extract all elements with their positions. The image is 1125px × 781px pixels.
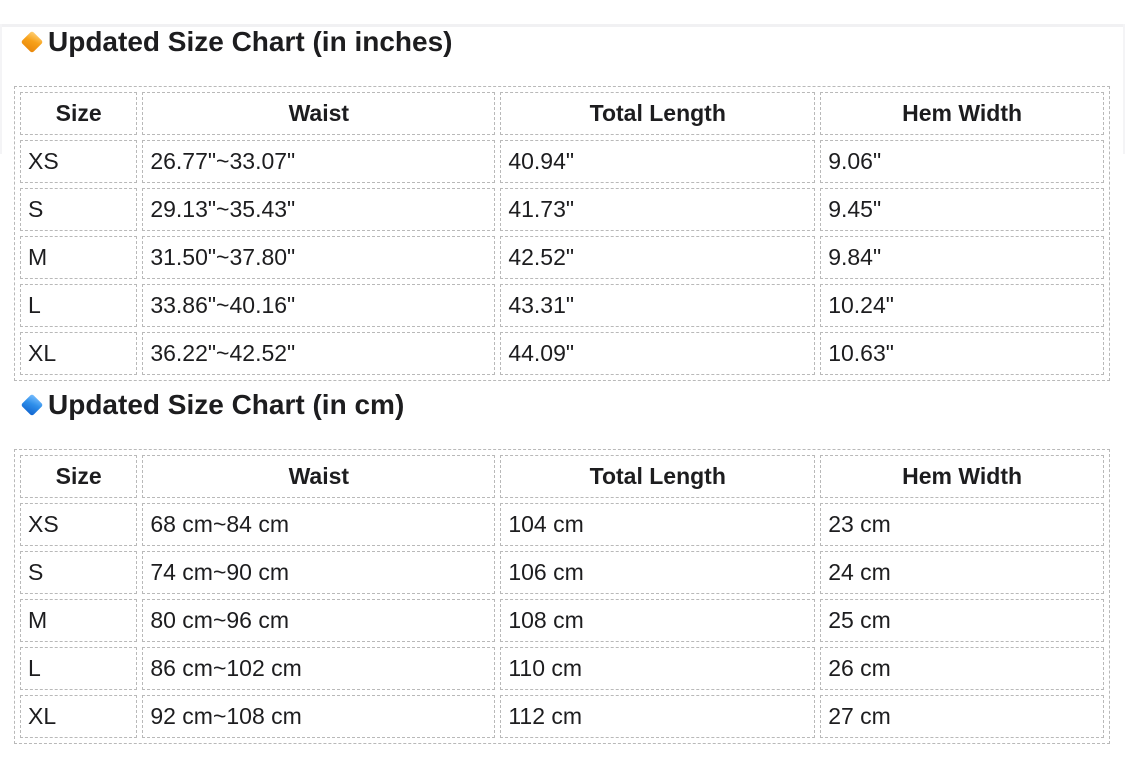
cell-hem-width: 9.45" bbox=[820, 188, 1104, 231]
cell-size: M bbox=[20, 599, 138, 642]
table-row-m: M 31.50"~37.80" 42.52" 9.84" bbox=[20, 236, 1104, 279]
cell-size: S bbox=[20, 188, 138, 231]
header-total-length: Total Length bbox=[500, 92, 816, 135]
size-chart-table-inches: Size Waist Total Length Hem Width XS 26.… bbox=[14, 86, 1110, 381]
table-header-row: Size Waist Total Length Hem Width bbox=[20, 455, 1104, 498]
cell-waist: 92 cm~108 cm bbox=[142, 695, 496, 738]
header-size: Size bbox=[20, 92, 138, 135]
size-chart-section-cm: Updated Size Chart (in cm) Size Waist To… bbox=[0, 387, 1125, 744]
section-title-inches-label: Updated Size Chart (in inches) bbox=[48, 26, 453, 57]
table-row-s: S 74 cm~90 cm 106 cm 24 cm bbox=[20, 551, 1104, 594]
table-row-s: S 29.13"~35.43" 41.73" 9.45" bbox=[20, 188, 1104, 231]
cell-waist: 26.77"~33.07" bbox=[142, 140, 496, 183]
table-row-xl: XL 36.22"~42.52" 44.09" 10.63" bbox=[20, 332, 1104, 375]
blue-diamond-icon bbox=[20, 393, 44, 417]
cell-hem-width: 10.24" bbox=[820, 284, 1104, 327]
cell-size: XL bbox=[20, 695, 138, 738]
header-size: Size bbox=[20, 455, 138, 498]
screenshot-left-edge bbox=[0, 24, 2, 154]
table-row-xs: XS 68 cm~84 cm 104 cm 23 cm bbox=[20, 503, 1104, 546]
section-title-inches: Updated Size Chart (in inches) bbox=[20, 24, 1125, 60]
cell-total-length: 104 cm bbox=[500, 503, 816, 546]
size-chart-table-cm: Size Waist Total Length Hem Width XS 68 … bbox=[14, 449, 1110, 744]
header-waist: Waist bbox=[142, 455, 496, 498]
screenshot-top-edge bbox=[0, 24, 1125, 27]
cell-size: XL bbox=[20, 332, 138, 375]
section-title-cm-label: Updated Size Chart (in cm) bbox=[48, 389, 405, 420]
cell-size: M bbox=[20, 236, 138, 279]
header-waist: Waist bbox=[142, 92, 496, 135]
table-row-l: L 86 cm~102 cm 110 cm 26 cm bbox=[20, 647, 1104, 690]
cell-hem-width: 23 cm bbox=[820, 503, 1104, 546]
cell-size: S bbox=[20, 551, 138, 594]
cell-total-length: 44.09" bbox=[500, 332, 816, 375]
table-row-xs: XS 26.77"~33.07" 40.94" 9.06" bbox=[20, 140, 1104, 183]
cell-waist: 86 cm~102 cm bbox=[142, 647, 496, 690]
cell-hem-width: 24 cm bbox=[820, 551, 1104, 594]
cell-waist: 74 cm~90 cm bbox=[142, 551, 496, 594]
table-row-m: M 80 cm~96 cm 108 cm 25 cm bbox=[20, 599, 1104, 642]
cell-total-length: 108 cm bbox=[500, 599, 816, 642]
table-header-row: Size Waist Total Length Hem Width bbox=[20, 92, 1104, 135]
cell-hem-width: 25 cm bbox=[820, 599, 1104, 642]
table-row-l: L 33.86"~40.16" 43.31" 10.24" bbox=[20, 284, 1104, 327]
cell-total-length: 41.73" bbox=[500, 188, 816, 231]
cell-total-length: 43.31" bbox=[500, 284, 816, 327]
section-title-cm: Updated Size Chart (in cm) bbox=[20, 387, 1125, 423]
header-total-length: Total Length bbox=[500, 455, 816, 498]
orange-diamond-icon bbox=[20, 30, 44, 54]
cell-size: L bbox=[20, 647, 138, 690]
cell-total-length: 42.52" bbox=[500, 236, 816, 279]
cell-total-length: 40.94" bbox=[500, 140, 816, 183]
cell-waist: 68 cm~84 cm bbox=[142, 503, 496, 546]
header-hem-width: Hem Width bbox=[820, 92, 1104, 135]
size-chart-section-inches: Updated Size Chart (in inches) Size Wais… bbox=[0, 24, 1125, 381]
cell-waist: 36.22"~42.52" bbox=[142, 332, 496, 375]
cell-size: XS bbox=[20, 140, 138, 183]
cell-size: L bbox=[20, 284, 138, 327]
cell-hem-width: 27 cm bbox=[820, 695, 1104, 738]
cell-hem-width: 9.84" bbox=[820, 236, 1104, 279]
cell-size: XS bbox=[20, 503, 138, 546]
cell-total-length: 110 cm bbox=[500, 647, 816, 690]
cell-hem-width: 26 cm bbox=[820, 647, 1104, 690]
cell-total-length: 106 cm bbox=[500, 551, 816, 594]
cell-total-length: 112 cm bbox=[500, 695, 816, 738]
cell-waist: 80 cm~96 cm bbox=[142, 599, 496, 642]
cell-hem-width: 9.06" bbox=[820, 140, 1104, 183]
table-row-xl: XL 92 cm~108 cm 112 cm 27 cm bbox=[20, 695, 1104, 738]
cell-waist: 29.13"~35.43" bbox=[142, 188, 496, 231]
cell-hem-width: 10.63" bbox=[820, 332, 1104, 375]
cell-waist: 33.86"~40.16" bbox=[142, 284, 496, 327]
screenshot-right-edge bbox=[1123, 24, 1125, 154]
header-hem-width: Hem Width bbox=[820, 455, 1104, 498]
cell-waist: 31.50"~37.80" bbox=[142, 236, 496, 279]
